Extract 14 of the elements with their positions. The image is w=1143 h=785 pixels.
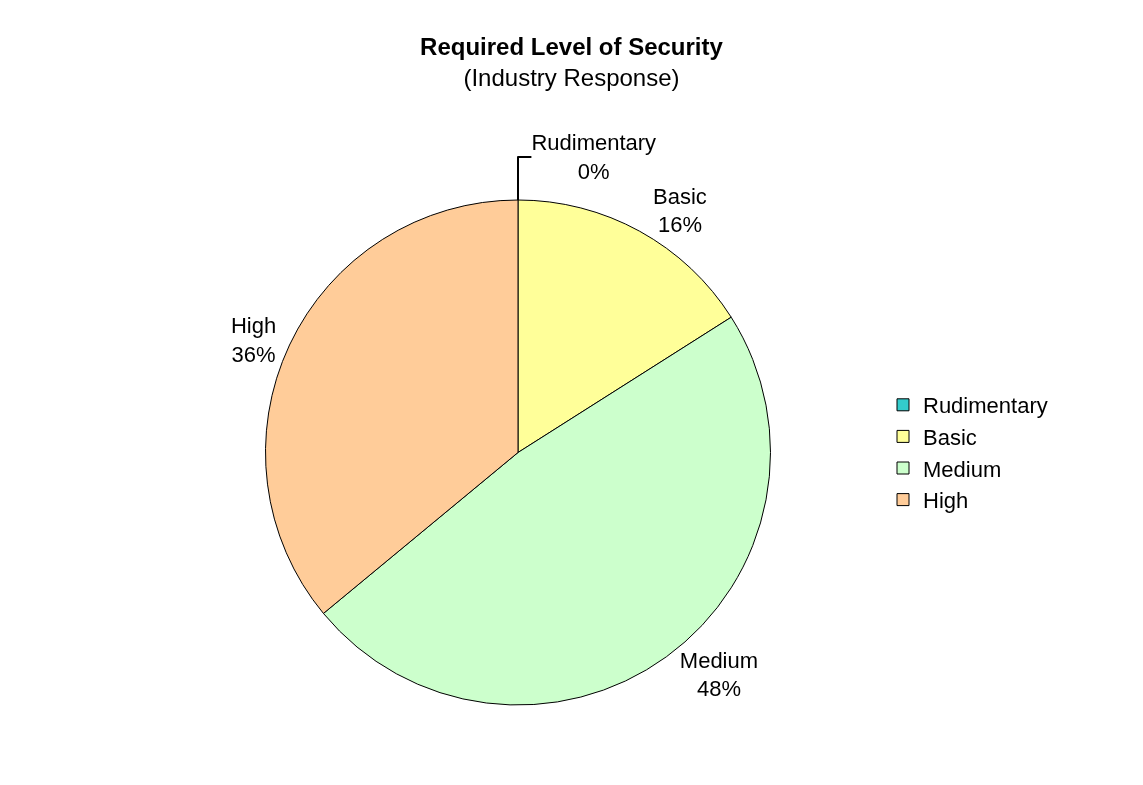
slice-label: High — [230, 313, 277, 339]
data-label: 36% — [231, 341, 276, 367]
category-label: Rudimentary — [531, 130, 657, 156]
slice-label: Basic — [653, 183, 707, 209]
chart-title: Required Level of Security — [420, 32, 724, 60]
legend-label: Basic — [923, 424, 977, 450]
chart-subtitle: (Industry Response) — [463, 64, 680, 92]
data-label: 16% — [657, 212, 702, 238]
legend-label: Rudimentary — [923, 393, 1048, 419]
data-label: 48% — [696, 676, 741, 702]
legend-label: Medium — [923, 456, 1002, 482]
legend-label: High — [923, 488, 969, 514]
slice-label: Medium — [679, 647, 759, 673]
text: 0% — [577, 158, 610, 184]
